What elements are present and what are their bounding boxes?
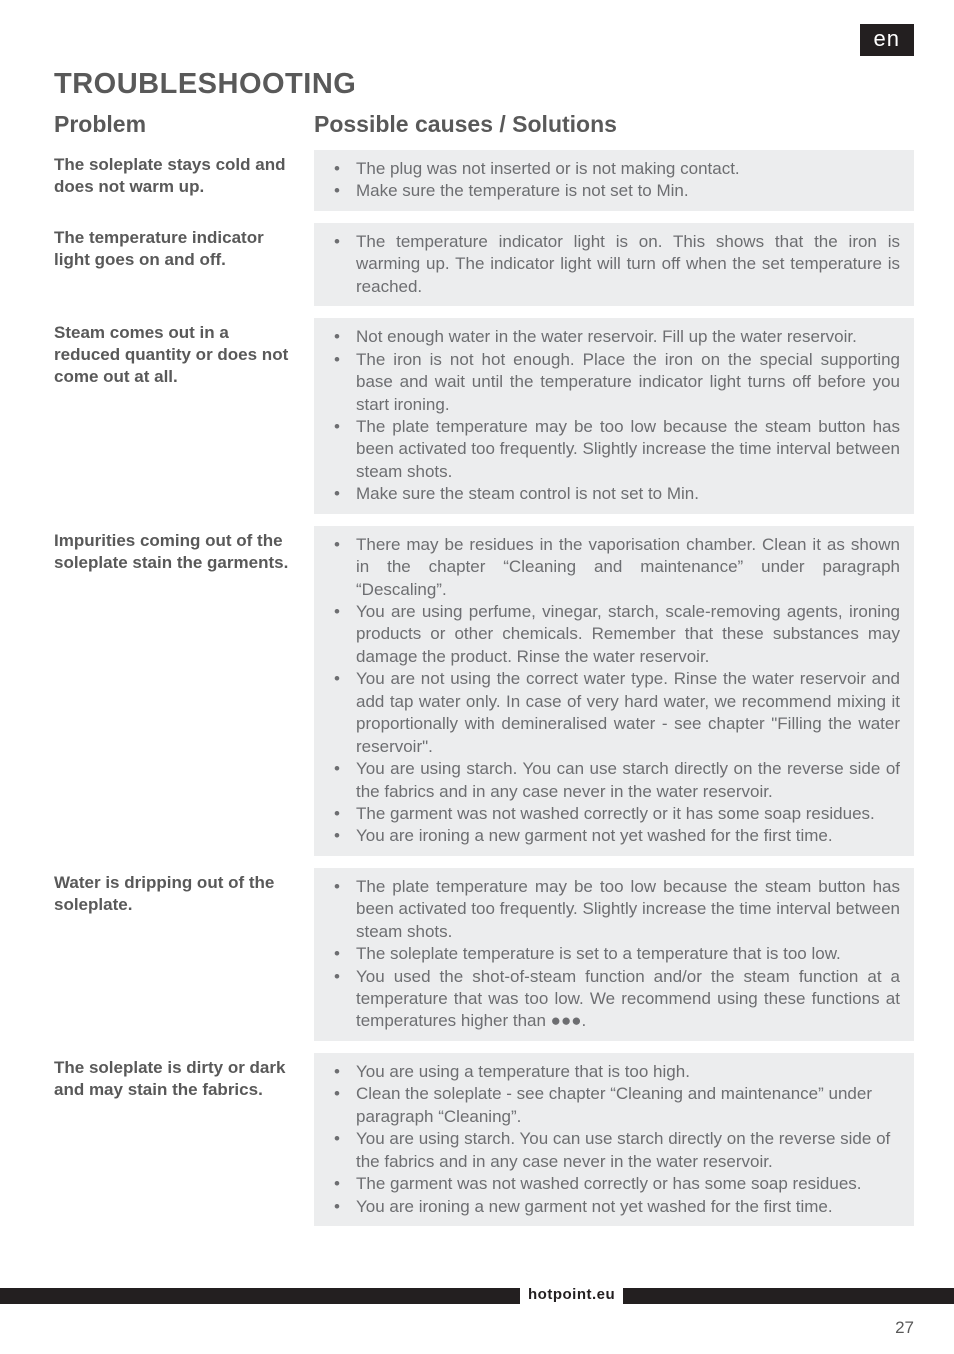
- list-item: The soleplate temperature is set to a te…: [328, 943, 900, 965]
- list-item: Make sure the temperature is not set to …: [328, 180, 900, 202]
- table-row: Impurities coming out of the soleplate s…: [54, 526, 914, 856]
- list-item: You are not using the correct water type…: [328, 668, 900, 758]
- list-item: You used the shot-of-steam function and/…: [328, 966, 900, 1033]
- list-item: You are using perfume, vinegar, starch, …: [328, 601, 900, 668]
- solutions-list: The temperature indicator light is on. T…: [328, 231, 900, 298]
- troubleshooting-table: The soleplate stays cold and does not wa…: [54, 150, 914, 1226]
- problem-cell: Water is dripping out of the soleplate.: [54, 868, 314, 1041]
- list-item: Not enough water in the water reservoir.…: [328, 326, 900, 348]
- table-row: The soleplate is dirty or dark and may s…: [54, 1053, 914, 1226]
- page-title: TROUBLESHOOTING: [54, 68, 914, 101]
- table-row: The temperature indicator light goes on …: [54, 223, 914, 306]
- footer-brand: hotpoint.eu: [520, 1287, 623, 1303]
- list-item: You are using starch. You can use starch…: [328, 758, 900, 803]
- problem-cell: The soleplate is dirty or dark and may s…: [54, 1053, 314, 1226]
- list-item: The plug was not inserted or is not maki…: [328, 158, 900, 180]
- solutions-cell: The plug was not inserted or is not maki…: [314, 150, 914, 211]
- table-header: Problem Possible causes / Solutions: [54, 111, 914, 138]
- list-item: You are ironing a new garment not yet wa…: [328, 1196, 900, 1218]
- list-item: Make sure the steam control is not set t…: [328, 483, 900, 505]
- solutions-list: There may be residues in the vaporisatio…: [328, 534, 900, 848]
- solutions-list: You are using a temperature that is too …: [328, 1061, 900, 1218]
- solutions-cell: There may be residues in the vaporisatio…: [314, 526, 914, 856]
- list-item: The plate temperature may be too low bec…: [328, 876, 900, 943]
- problem-cell: The soleplate stays cold and does not wa…: [54, 150, 314, 211]
- solutions-list: The plate temperature may be too low bec…: [328, 876, 900, 1033]
- table-row: Water is dripping out of the soleplate.T…: [54, 868, 914, 1041]
- language-badge: en: [860, 24, 914, 56]
- solutions-cell: You are using a temperature that is too …: [314, 1053, 914, 1226]
- list-item: The garment was not washed correctly or …: [328, 803, 900, 825]
- list-item: Clean the soleplate - see chapter “Clean…: [328, 1083, 900, 1128]
- table-row: Steam comes out in a reduced quantity or…: [54, 318, 914, 514]
- footer-rule-left: [0, 1288, 520, 1304]
- header-solutions: Possible causes / Solutions: [314, 111, 914, 138]
- problem-cell: Steam comes out in a reduced quantity or…: [54, 318, 314, 514]
- list-item: The plate temperature may be too low bec…: [328, 416, 900, 483]
- list-item: You are using a temperature that is too …: [328, 1061, 900, 1083]
- problem-cell: The temperature indicator light goes on …: [54, 223, 314, 306]
- list-item: The temperature indicator light is on. T…: [328, 231, 900, 298]
- list-item: You are using starch. You can use starch…: [328, 1128, 900, 1173]
- page-content: TROUBLESHOOTING Problem Possible causes …: [0, 0, 954, 1226]
- footer-rule-right: [623, 1288, 954, 1304]
- list-item: There may be residues in the vaporisatio…: [328, 534, 900, 601]
- solutions-list: Not enough water in the water reservoir.…: [328, 326, 900, 506]
- solutions-cell: The plate temperature may be too low bec…: [314, 868, 914, 1041]
- footer-bar: hotpoint.eu: [0, 1288, 954, 1304]
- problem-cell: Impurities coming out of the soleplate s…: [54, 526, 314, 856]
- list-item: The iron is not hot enough. Place the ir…: [328, 349, 900, 416]
- page-number: 27: [895, 1318, 914, 1338]
- header-problem: Problem: [54, 111, 314, 138]
- solutions-cell: Not enough water in the water reservoir.…: [314, 318, 914, 514]
- list-item: You are ironing a new garment not yet wa…: [328, 825, 900, 847]
- list-item: The garment was not washed correctly or …: [328, 1173, 900, 1195]
- table-row: The soleplate stays cold and does not wa…: [54, 150, 914, 211]
- solutions-cell: The temperature indicator light is on. T…: [314, 223, 914, 306]
- solutions-list: The plug was not inserted or is not maki…: [328, 158, 900, 203]
